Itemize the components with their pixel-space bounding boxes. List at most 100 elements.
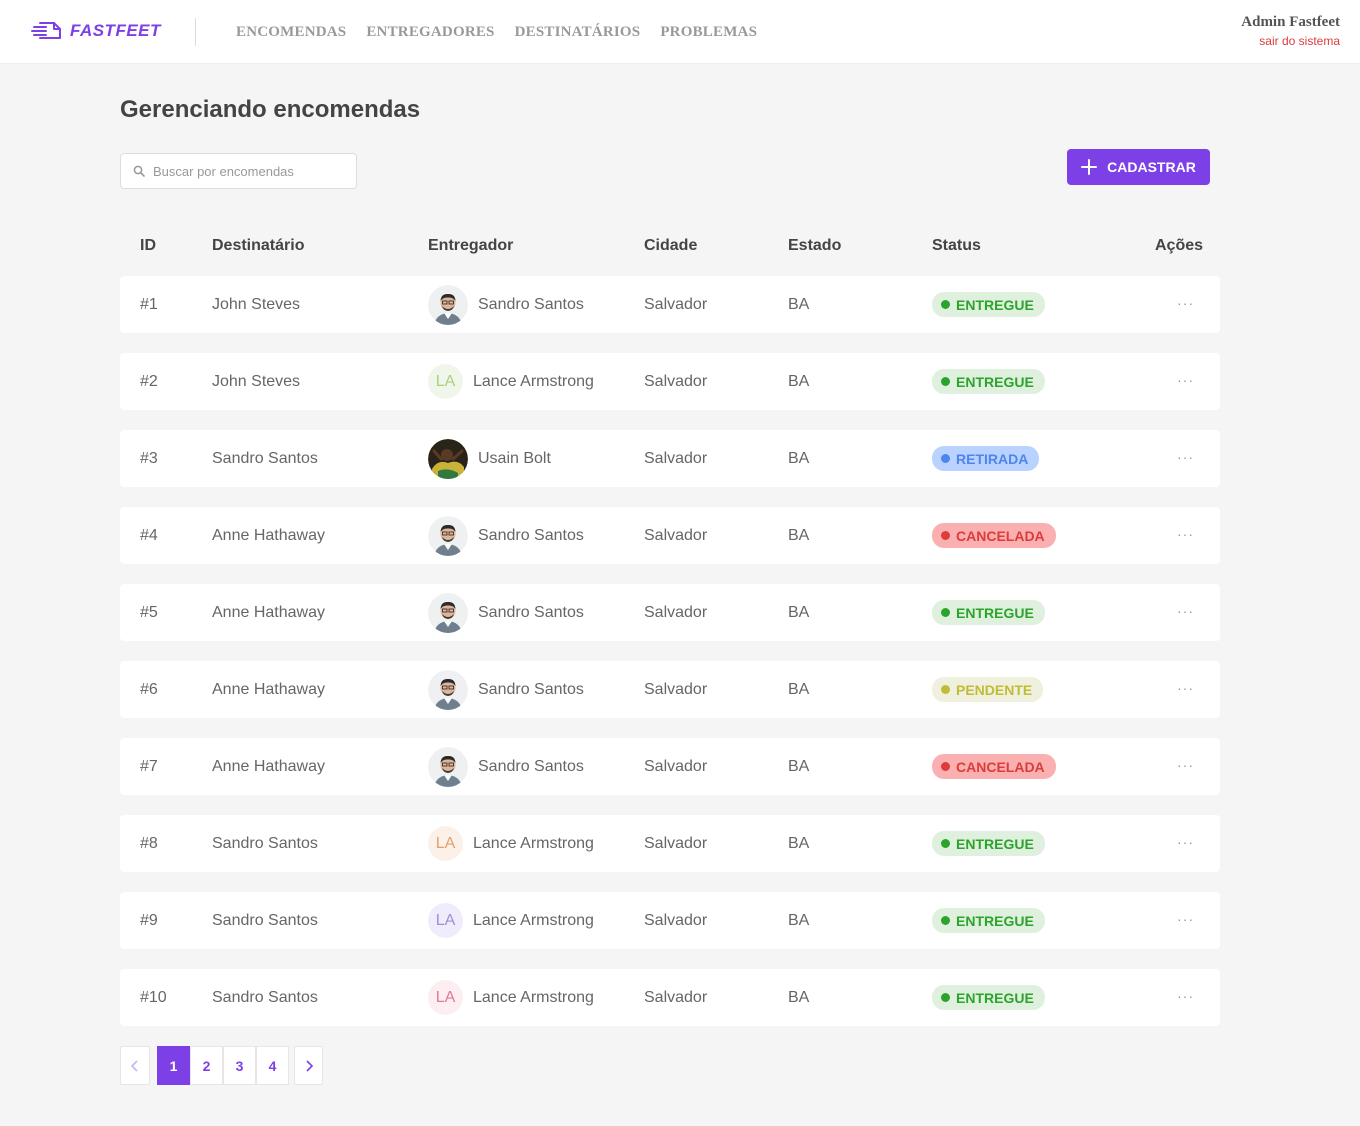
row-actions-button[interactable]: ··· — [1177, 987, 1194, 1004]
search-box — [120, 153, 357, 189]
table-row: #7 Anne Hathaway Sandro Santos Salvador BA CA… — [120, 738, 1220, 795]
order-city: Salvador — [644, 680, 708, 698]
order-status: CANCELADA — [932, 738, 1056, 795]
order-status: RETIRADA — [932, 430, 1040, 487]
nav-item-encomendas[interactable]: ENCOMENDAS — [236, 24, 347, 40]
deliveryman-photo-icon — [428, 669, 468, 710]
deliveryman-name: Sandro Santos — [478, 757, 584, 775]
pagination-prev-button[interactable] — [120, 1046, 150, 1085]
order-id: #9 — [140, 911, 158, 929]
pagination-page-3[interactable]: 3 — [223, 1046, 256, 1085]
order-actions: ··· — [1175, 969, 1196, 1026]
order-deliveryman: LA Lance Armstrong — [428, 892, 594, 949]
top-header: FASTFEET ENCOMENDAS ENTREGADORES DESTINA… — [0, 0, 1360, 64]
user-name: Admin Fastfeet — [1241, 14, 1340, 30]
deliveryman-photo-icon — [428, 592, 468, 633]
nav-item-problemas[interactable]: PROBLEMAS — [660, 24, 758, 40]
status-badge: PENDENTE — [932, 677, 1044, 702]
deliveryman-name: Sandro Santos — [478, 680, 584, 698]
status-label: ENTREGUE — [956, 373, 1034, 390]
row-actions-button[interactable]: ··· — [1177, 679, 1194, 696]
column-header-id: ID — [140, 237, 156, 254]
order-id: #6 — [140, 680, 158, 698]
status-badge: ENTREGUE — [932, 369, 1045, 394]
row-actions-button[interactable]: ··· — [1177, 910, 1194, 927]
order-recipient: Anne Hathaway — [212, 680, 325, 698]
deliveryman-initials-avatar: LA — [428, 364, 463, 399]
status-badge: RETIRADA — [932, 446, 1040, 471]
order-city: Salvador — [644, 449, 708, 467]
order-state: BA — [788, 911, 810, 929]
order-deliveryman: Usain Bolt — [428, 430, 551, 487]
column-header-state: Estado — [788, 237, 842, 254]
order-state: BA — [788, 603, 810, 621]
pagination-page-1[interactable]: 1 — [157, 1046, 190, 1085]
order-status: CANCELADA — [932, 507, 1056, 564]
pagination: 1 2 3 4 — [120, 1046, 323, 1085]
column-header-deliveryman: Entregador — [428, 237, 514, 254]
order-status: ENTREGUE — [932, 353, 1045, 410]
nav-item-destinatarios[interactable]: DESTINATÁRIOS — [514, 24, 641, 40]
row-actions-button[interactable]: ··· — [1177, 448, 1194, 465]
order-deliveryman: LA Lance Armstrong — [428, 815, 594, 872]
order-id: #7 — [140, 757, 158, 775]
row-actions-button[interactable]: ··· — [1177, 294, 1194, 311]
logo[interactable]: FASTFEET — [30, 18, 161, 44]
row-actions-button[interactable]: ··· — [1177, 833, 1194, 850]
deliveryman-initials-avatar: LA — [428, 980, 463, 1015]
order-recipient: Anne Hathaway — [212, 757, 325, 775]
row-actions-button[interactable]: ··· — [1177, 756, 1194, 773]
row-actions-button[interactable]: ··· — [1177, 525, 1194, 542]
search-icon — [133, 165, 145, 177]
nav-item-entregadores[interactable]: ENTREGADORES — [366, 24, 495, 40]
order-state: BA — [788, 372, 810, 390]
order-state: BA — [788, 295, 810, 313]
pagination-page-4[interactable]: 4 — [256, 1046, 289, 1085]
status-label: ENTREGUE — [956, 989, 1034, 1006]
order-city: Salvador — [644, 988, 708, 1006]
order-actions: ··· — [1175, 661, 1196, 718]
order-actions: ··· — [1175, 353, 1196, 410]
order-id: #2 — [140, 372, 158, 390]
status-badge: ENTREGUE — [932, 908, 1045, 933]
order-actions: ··· — [1175, 584, 1196, 641]
order-actions: ··· — [1175, 738, 1196, 795]
pagination-page-2[interactable]: 2 — [190, 1046, 223, 1085]
order-city: Salvador — [644, 757, 708, 775]
status-badge: ENTREGUE — [932, 831, 1045, 856]
deliveryman-avatar — [428, 284, 468, 325]
order-recipient: Anne Hathaway — [212, 526, 325, 544]
status-dot-icon — [941, 685, 950, 694]
header-divider — [195, 18, 196, 46]
status-label: RETIRADA — [956, 450, 1029, 467]
logout-link[interactable]: sair do sistema — [1259, 34, 1340, 48]
order-actions: ··· — [1175, 430, 1196, 487]
status-dot-icon — [941, 839, 950, 848]
status-label: ENTREGUE — [956, 604, 1034, 621]
search-input[interactable] — [153, 163, 343, 179]
deliveryman-avatar — [428, 746, 468, 787]
add-order-button[interactable]: CADASTRAR — [1067, 149, 1210, 185]
table-row: #5 Anne Hathaway Sandro Santos Salvador BA EN… — [120, 584, 1220, 641]
deliveryman-avatar — [428, 438, 468, 479]
order-actions: ··· — [1175, 276, 1196, 333]
row-actions-button[interactable]: ··· — [1177, 371, 1194, 388]
deliveryman-name: Lance Armstrong — [473, 372, 594, 390]
status-dot-icon — [941, 454, 950, 463]
deliveryman-photo-icon — [428, 746, 468, 787]
order-deliveryman: LA Lance Armstrong — [428, 353, 594, 410]
table-row: #6 Anne Hathaway Sandro Santos Salvador BA PE… — [120, 661, 1220, 718]
deliveryman-photo-icon — [428, 515, 468, 556]
pagination-next-button[interactable] — [294, 1046, 323, 1085]
order-city: Salvador — [644, 372, 708, 390]
row-actions-button[interactable]: ··· — [1177, 602, 1194, 619]
order-recipient: Sandro Santos — [212, 988, 318, 1006]
order-deliveryman: Sandro Santos — [428, 276, 584, 333]
column-header-actions: Ações — [1155, 237, 1204, 254]
status-label: CANCELADA — [956, 527, 1045, 544]
status-badge: ENTREGUE — [932, 292, 1045, 317]
order-id: #8 — [140, 834, 158, 852]
order-state: BA — [788, 834, 810, 852]
status-dot-icon — [941, 916, 950, 925]
order-deliveryman: Sandro Santos — [428, 738, 584, 795]
